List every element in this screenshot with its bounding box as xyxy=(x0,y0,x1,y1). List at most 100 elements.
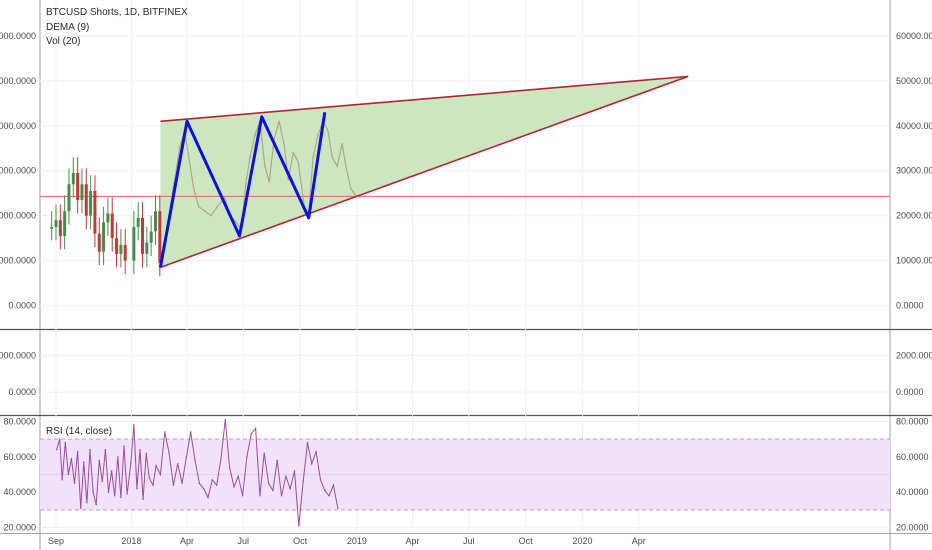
rsi-point xyxy=(136,487,138,490)
rsi-point xyxy=(130,463,132,465)
legend-rsi: RSI (14, close) xyxy=(46,426,112,437)
rsi-point xyxy=(215,484,218,486)
left-tick-label: 0.0000 xyxy=(8,387,36,397)
time-tick-label: Jul xyxy=(463,536,475,546)
rsi-point xyxy=(145,452,147,454)
candle-body xyxy=(97,233,101,252)
candle-body xyxy=(136,217,140,227)
candle-body xyxy=(119,244,123,254)
rsi-point xyxy=(139,448,141,451)
rsi-point xyxy=(202,487,205,490)
rsi-point xyxy=(315,450,317,453)
left-tick-label: 10000.0000 xyxy=(0,256,36,266)
rsi-point xyxy=(233,486,235,488)
rsi-point xyxy=(246,456,248,458)
rsi-point xyxy=(272,489,274,492)
candle-body xyxy=(89,190,93,216)
rsi-point xyxy=(319,479,322,481)
price-point xyxy=(268,181,270,183)
rsi-point xyxy=(259,495,261,497)
price-point xyxy=(197,205,200,208)
candle-body xyxy=(153,211,157,232)
candle-body xyxy=(149,231,153,243)
price-point xyxy=(312,156,314,159)
left-tick-label: 20.0000 xyxy=(3,523,36,533)
price-point xyxy=(216,205,219,208)
candle-body xyxy=(102,222,106,252)
price-point xyxy=(331,156,334,159)
candle-body xyxy=(110,213,114,239)
rsi-point xyxy=(101,480,104,483)
legend-indicator-vol: Vol (20) xyxy=(46,36,80,47)
right-tick-label: 80.0000 xyxy=(896,416,929,426)
rsi-point xyxy=(80,507,82,509)
rsi-point xyxy=(293,470,296,472)
rsi-point xyxy=(120,496,122,499)
right-tick-label: 60000.0000 xyxy=(896,31,932,41)
time-tick-label: Sep xyxy=(48,536,64,546)
candle-body xyxy=(84,184,88,216)
candle-body xyxy=(141,217,145,254)
time-tick-label: 2018 xyxy=(121,536,141,546)
rsi-point xyxy=(159,473,162,476)
candle-body xyxy=(54,220,58,227)
time-tick-label: Apr xyxy=(406,536,420,546)
rsi-point xyxy=(73,482,76,485)
candle-body xyxy=(106,213,110,223)
price-point xyxy=(223,196,226,199)
price-point xyxy=(210,214,212,217)
candle-body xyxy=(158,211,162,263)
rsi-point xyxy=(55,448,58,451)
rsi-point xyxy=(177,463,179,465)
time-tick-label: 2020 xyxy=(572,536,592,546)
price-point xyxy=(254,133,256,136)
candle-body xyxy=(63,211,67,236)
rsi-point xyxy=(76,450,79,453)
rsi-point xyxy=(126,493,128,495)
right-tick-label: 50000.0000 xyxy=(896,76,932,86)
price-point xyxy=(287,178,290,181)
rsi-point xyxy=(148,477,151,479)
candle-body xyxy=(76,172,80,200)
rsi-point xyxy=(59,438,61,440)
rsi-point xyxy=(306,441,309,444)
rsi-point xyxy=(228,466,231,469)
price-point xyxy=(297,160,300,163)
rsi-point xyxy=(298,525,300,527)
price-point xyxy=(317,133,319,136)
price-point xyxy=(264,165,266,168)
left-tick-label: 50000.0000 xyxy=(0,76,36,86)
right-tick-label: 40000.0000 xyxy=(896,121,932,131)
rsi-point xyxy=(311,463,313,465)
rsi-layer xyxy=(55,418,339,527)
rsi-point xyxy=(142,498,144,501)
rsi-point xyxy=(95,503,97,506)
legend: BTCUSD Shorts, 1D, BITFINEX DEMA (9) Vol… xyxy=(46,7,188,437)
rsi-point xyxy=(289,487,291,490)
price-point xyxy=(345,167,348,170)
time-tick-label: Oct xyxy=(519,536,534,546)
legend-indicator-dema: DEMA (9) xyxy=(46,22,89,33)
left-tick-label: 60000.0000 xyxy=(0,31,36,41)
rsi-point xyxy=(67,473,70,476)
rsi-point xyxy=(211,479,214,481)
rsi-point xyxy=(276,459,278,462)
candle-body xyxy=(115,238,119,254)
right-tick-label: 40.0000 xyxy=(896,487,929,497)
left-tick-label: 2000.0000 xyxy=(0,351,36,361)
rsi-point xyxy=(280,495,283,497)
price-point xyxy=(178,147,181,150)
price-series-line xyxy=(159,119,357,266)
rsi-point xyxy=(83,461,85,463)
price-point xyxy=(235,221,238,224)
candle-body xyxy=(67,184,71,212)
rsi-point xyxy=(185,456,188,458)
price-point xyxy=(244,183,247,186)
rsi-point xyxy=(198,482,201,485)
rsi-point xyxy=(337,507,339,509)
rsi-point xyxy=(194,459,196,462)
rsi-point xyxy=(155,464,157,467)
candle-body xyxy=(145,242,149,254)
